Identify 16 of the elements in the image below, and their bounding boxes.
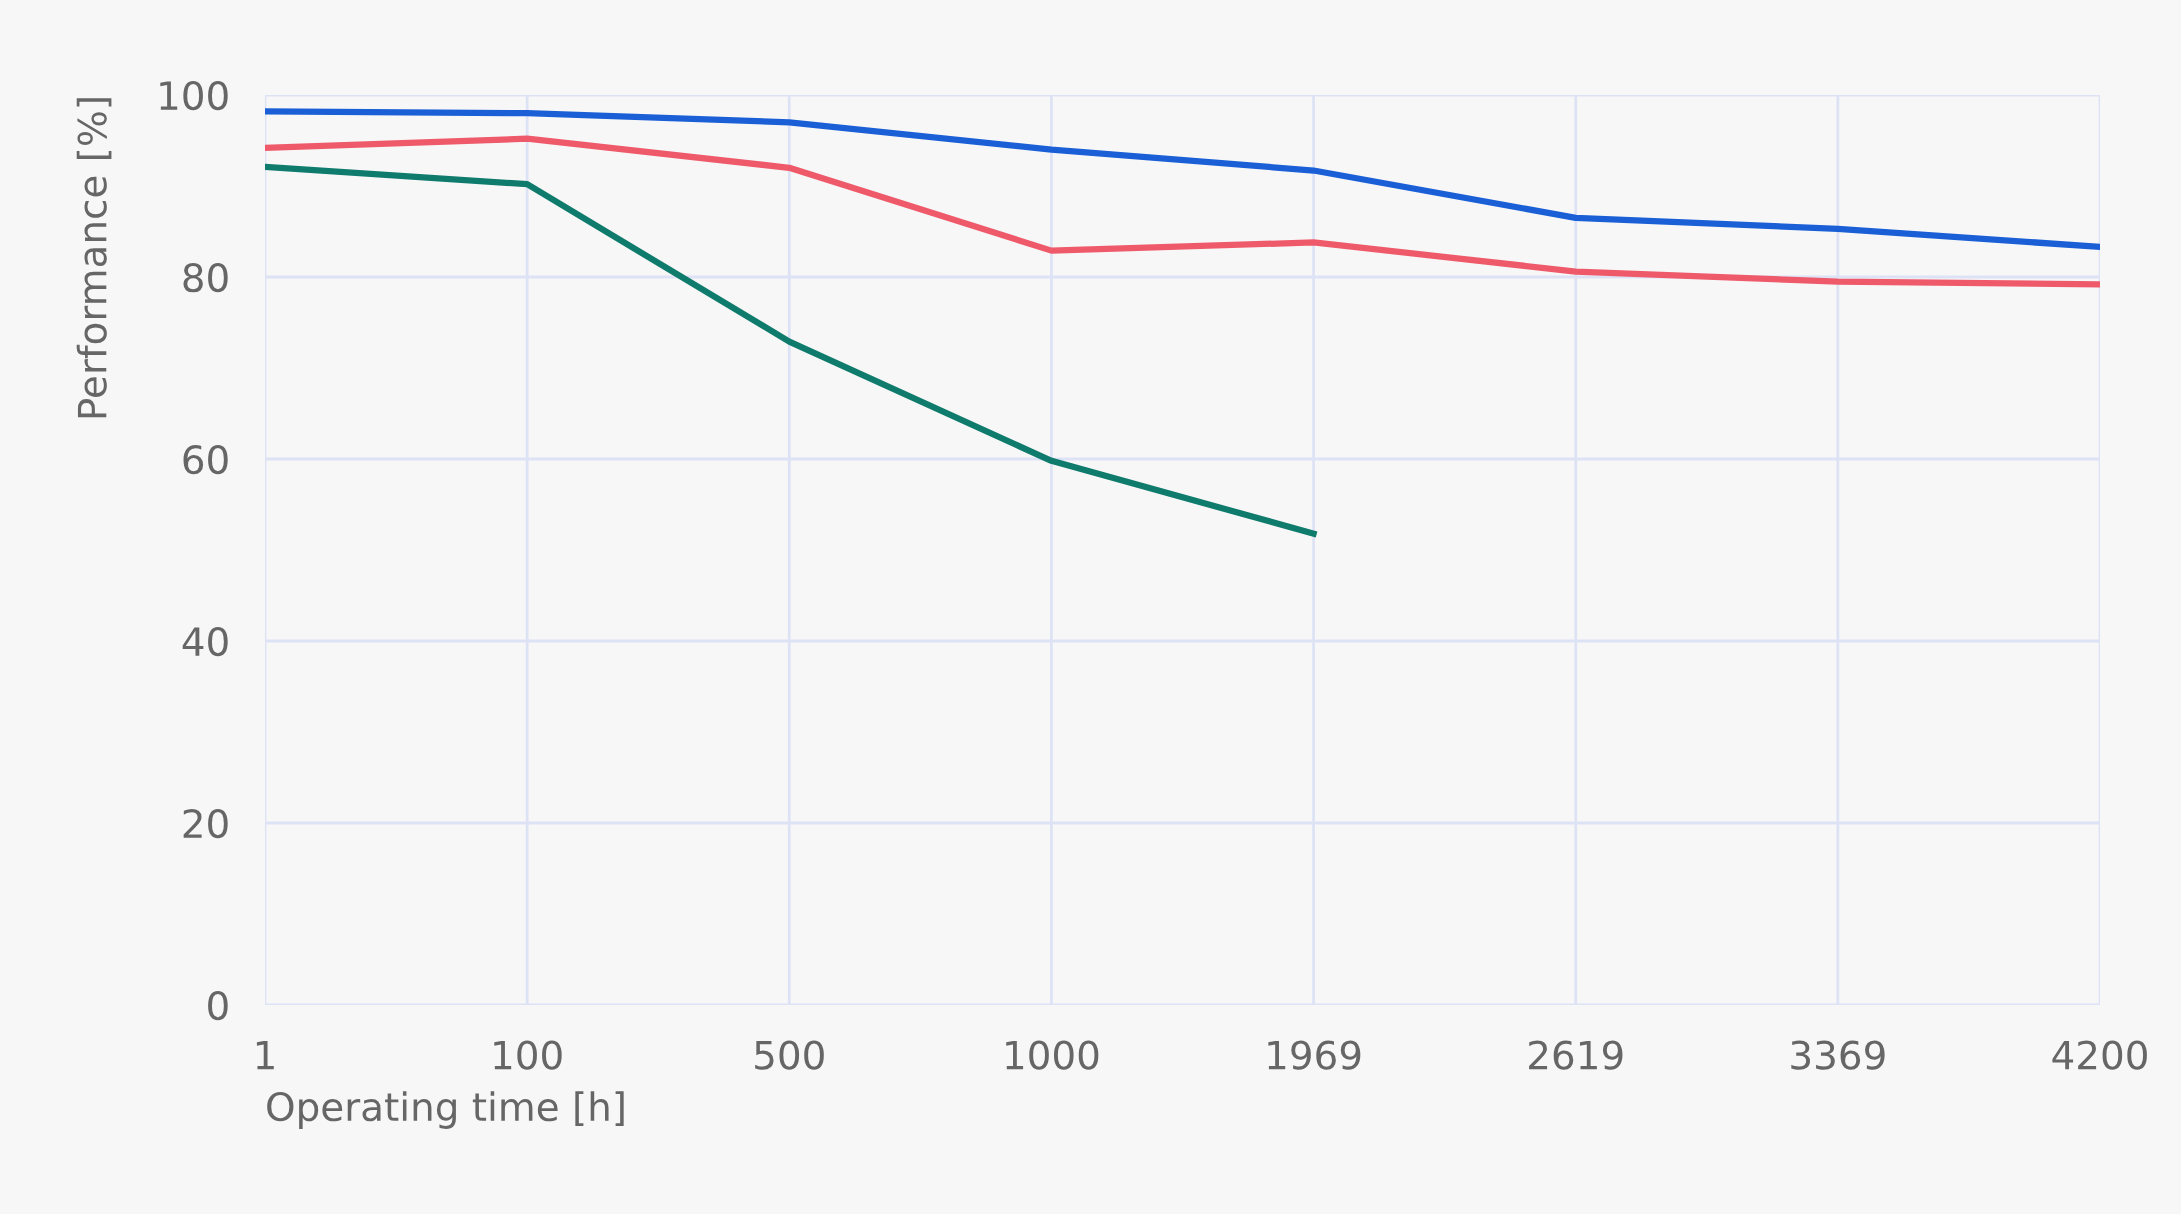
x-tick-label: 100 [494, 1040, 562, 1070]
x-tick-label: 500 [755, 1040, 824, 1070]
x-tick-label: 1 [256, 1040, 274, 1070]
x-tick-label: 2619 [1529, 1040, 1623, 1070]
y-tick-label: 80 [183, 262, 228, 293]
y-tick-label: 40 [182, 626, 228, 657]
y-tick-label: 100 [160, 80, 228, 111]
x-tick-label: 1000 [1006, 1040, 1099, 1070]
y-tick-label: 0 [208, 990, 228, 1021]
y-axis-title: Performance [%] [76, 98, 112, 418]
x-tick-label: 3369 [1791, 1040, 1885, 1070]
y-tick-label: 60 [183, 444, 228, 475]
y-tick-label: 20 [183, 808, 228, 839]
x-tick-label: 1969 [1268, 1040, 1361, 1070]
x-tick-label: 4200 [2052, 1040, 2147, 1070]
x-axis-title: Operating time [h] [267, 1091, 624, 1129]
